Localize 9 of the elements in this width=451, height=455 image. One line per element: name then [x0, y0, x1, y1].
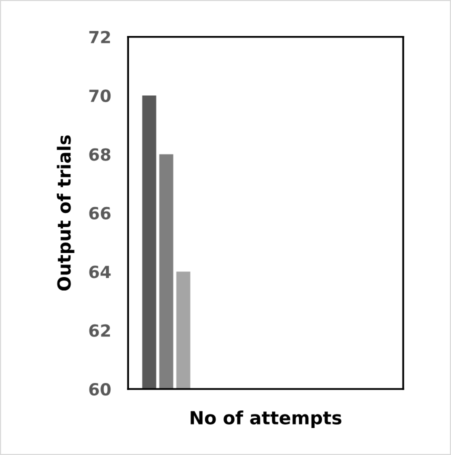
- y-tick-label: 62: [89, 324, 110, 337]
- y-axis-title: Output of trials: [56, 135, 74, 290]
- x-axis-title: No of attempts: [190, 410, 342, 428]
- y-tick-label: 66: [89, 206, 111, 220]
- y-tick-label: 60: [89, 382, 111, 396]
- y-tick-label: 70: [89, 90, 111, 102]
- y-tick-label: 68: [89, 148, 110, 161]
- y-tick-label: 72: [89, 30, 110, 44]
- y-tick-label: 64: [89, 266, 111, 278]
